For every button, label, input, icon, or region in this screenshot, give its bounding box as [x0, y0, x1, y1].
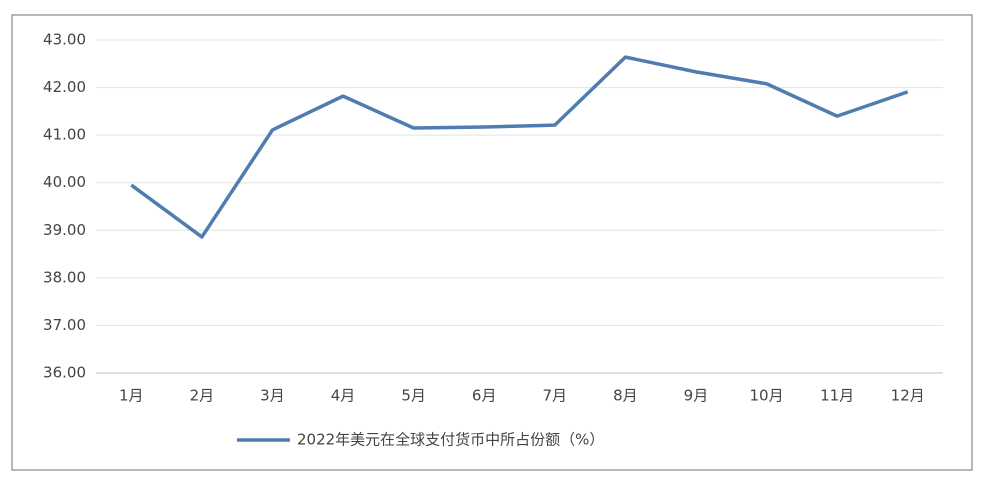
- x-tick-label: 9月: [684, 387, 709, 405]
- y-tick-label: 37.00: [43, 316, 86, 334]
- y-tick-label: 43.00: [43, 31, 86, 49]
- y-tick-label: 38.00: [43, 268, 86, 286]
- x-tick-label: 12月: [891, 387, 925, 405]
- y-tick-label: 40.00: [43, 173, 86, 191]
- x-tick-label: 10月: [749, 387, 783, 405]
- x-tick-label: 8月: [613, 387, 638, 405]
- y-tick-label: 36.00: [43, 364, 86, 382]
- y-tick-label: 39.00: [43, 221, 86, 239]
- y-tick-label: 42.00: [43, 78, 86, 96]
- x-tick-label: 1月: [119, 387, 144, 405]
- x-tick-label: 3月: [260, 387, 285, 405]
- data-line: [130, 55, 909, 239]
- x-tick-label: 11月: [820, 387, 854, 405]
- x-tick-label: 2月: [190, 387, 215, 405]
- x-tick-label: 7月: [543, 387, 568, 405]
- x-tick-label: 4月: [331, 387, 356, 405]
- x-tick-label: 5月: [401, 387, 426, 405]
- legend-label: 2022年美元在全球支付货币中所占份额（%）: [297, 431, 604, 449]
- y-tick-label: 41.00: [43, 126, 86, 144]
- x-tick-label: 6月: [472, 387, 497, 405]
- chart-border: [11, 14, 973, 471]
